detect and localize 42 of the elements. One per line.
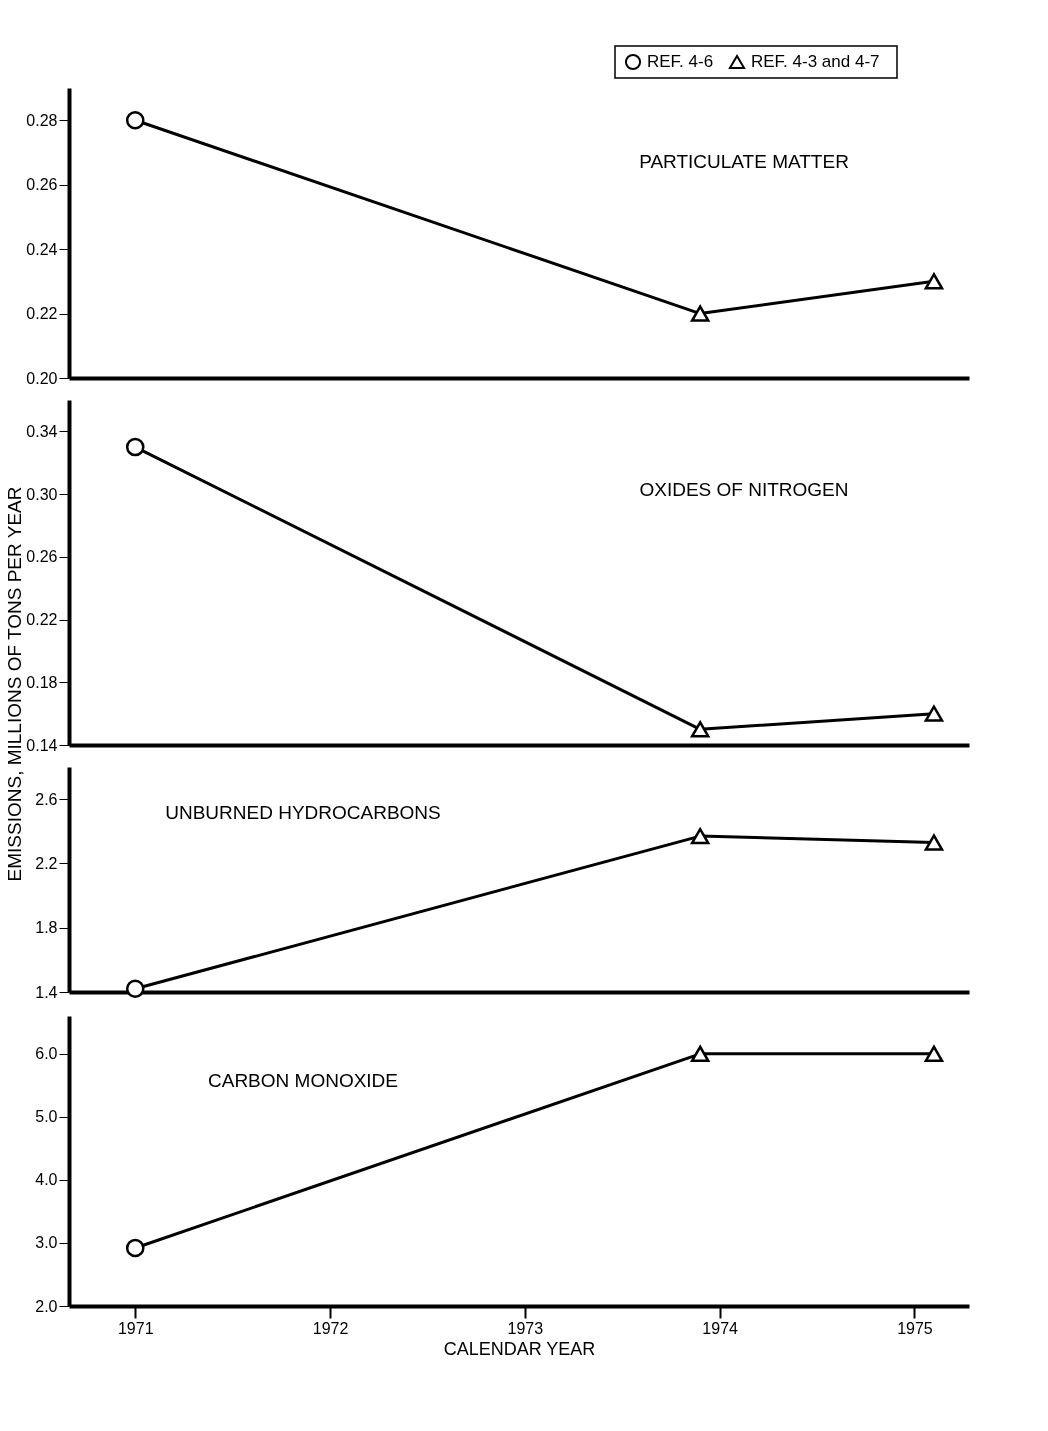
- y-tick-label: 0.24: [26, 240, 58, 258]
- point: [125, 437, 145, 457]
- x-tick-label: 1975: [897, 1319, 933, 1337]
- y-tick-label: 0.30: [26, 485, 58, 503]
- annotation: PARTICULATE MATTER: [639, 151, 849, 173]
- y-tick-label: 0.34: [26, 422, 58, 440]
- y-axis-title: EMISSIONS, MILLIONS OF TONS PER YEAR: [4, 486, 25, 882]
- y-tick-label: 0.22: [26, 611, 58, 629]
- x-tick-label: 1973: [507, 1319, 544, 1337]
- y-tick-label: 2.2: [35, 854, 58, 872]
- point: [924, 273, 944, 290]
- x-tick-label: 1974: [702, 1319, 739, 1337]
- annotation: OXIDES OF NITROGEN: [639, 479, 849, 501]
- point: [125, 979, 145, 999]
- x-tick-label: 1972: [312, 1319, 349, 1337]
- point: [924, 834, 944, 851]
- point: [690, 305, 710, 322]
- y-tick-label: 0.28: [26, 111, 58, 129]
- y-tick-label: 0.26: [26, 176, 58, 194]
- point: [690, 721, 710, 738]
- point: [690, 827, 710, 845]
- x-tick-label: 1971: [117, 1319, 154, 1337]
- y-tick-label: 1.4: [35, 983, 58, 1001]
- point: [125, 110, 145, 130]
- y-tick-label: 0.22: [26, 305, 58, 323]
- y-tick-label: 1.8: [35, 919, 58, 937]
- annotation: UNBURNED HYDROCARBONS: [165, 802, 441, 824]
- y-tick-label: 2.0: [35, 1297, 58, 1315]
- y-tick-label: 4.0: [35, 1171, 58, 1189]
- y-tick-label: 5.0: [35, 1108, 58, 1126]
- y-tick-label: 0.18: [26, 673, 58, 691]
- y-tick-label: 3.0: [35, 1234, 58, 1252]
- y-tick-label: 0.26: [26, 548, 58, 566]
- y-tick-label: 6.0: [35, 1045, 58, 1063]
- legend-label: REF. 4-6: [647, 52, 714, 71]
- annotation: CARBON MONOXIDE: [207, 1070, 399, 1092]
- point: [924, 705, 944, 722]
- y-tick-label: 0.14: [26, 736, 58, 754]
- x-axis-title: CALENDAR YEAR: [443, 1338, 596, 1359]
- y-tick-label: 2.6: [35, 790, 58, 808]
- y-tick-label: 0.20: [26, 369, 58, 387]
- legend-label: REF. 4-3 and 4-7: [751, 52, 880, 71]
